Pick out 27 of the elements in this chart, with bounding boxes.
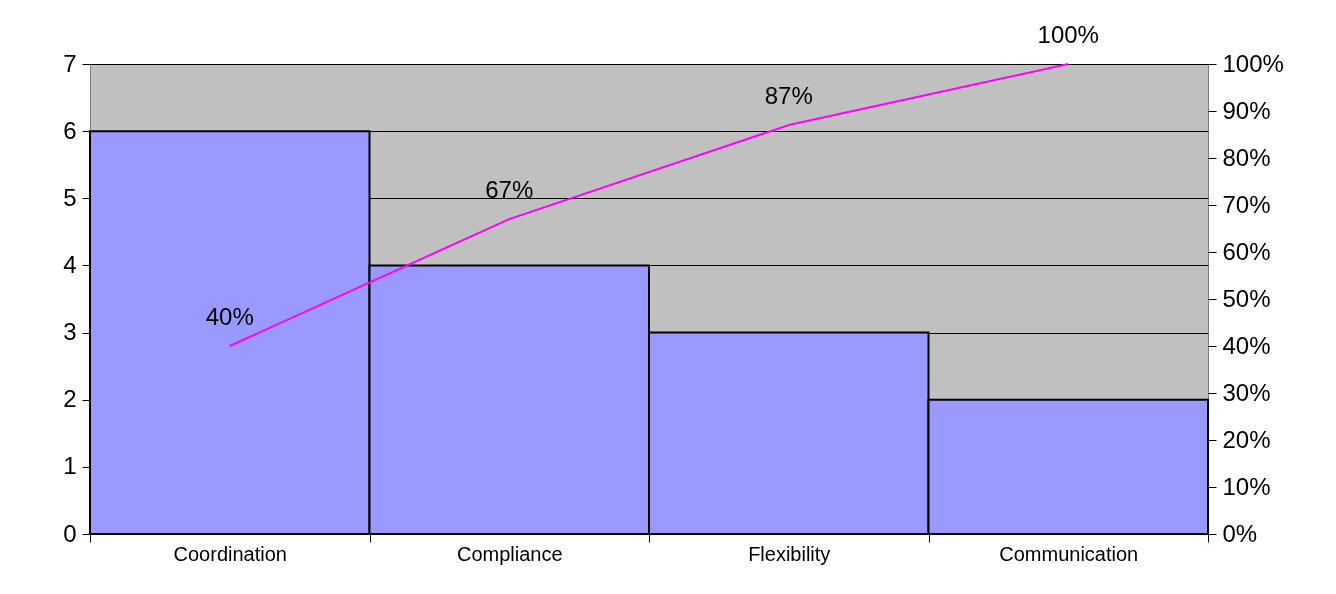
y-tick-label: 7 — [63, 49, 77, 77]
data-label: 40% — [205, 303, 254, 330]
y2-tick-label: 20% — [1222, 425, 1271, 453]
y-tick-label: 5 — [63, 183, 77, 211]
y-tick-label: 1 — [63, 452, 77, 480]
x-tick-label: Coordination — [173, 542, 287, 565]
y2-tick-label: 70% — [1222, 190, 1271, 218]
y2-tick-label: 40% — [1222, 331, 1271, 359]
x-tick-label: Flexibility — [748, 542, 831, 565]
x-tick-label: Compliance — [456, 542, 563, 565]
y-tick-label: 3 — [63, 318, 77, 346]
y2-tick-label: 30% — [1222, 378, 1271, 406]
y-tick-label: 0 — [63, 519, 77, 547]
data-label: 100% — [1037, 21, 1099, 48]
y-tick-label: 6 — [63, 116, 77, 144]
y2-tick-label: 90% — [1222, 96, 1271, 124]
y2-tick-label: 50% — [1222, 284, 1271, 312]
y2-tick-label: 10% — [1222, 472, 1271, 500]
y-tick-label: 4 — [63, 250, 77, 278]
data-label: 67% — [485, 176, 534, 204]
data-label: 87% — [764, 82, 813, 110]
y-tick-label: 2 — [63, 385, 77, 413]
x-tick-label: Communication — [999, 542, 1139, 565]
y2-tick-label: 80% — [1222, 143, 1271, 171]
y2-tick-label: 60% — [1222, 237, 1271, 265]
y2-tick-label: 100% — [1222, 49, 1284, 77]
y2-tick-label: 0% — [1222, 519, 1258, 547]
